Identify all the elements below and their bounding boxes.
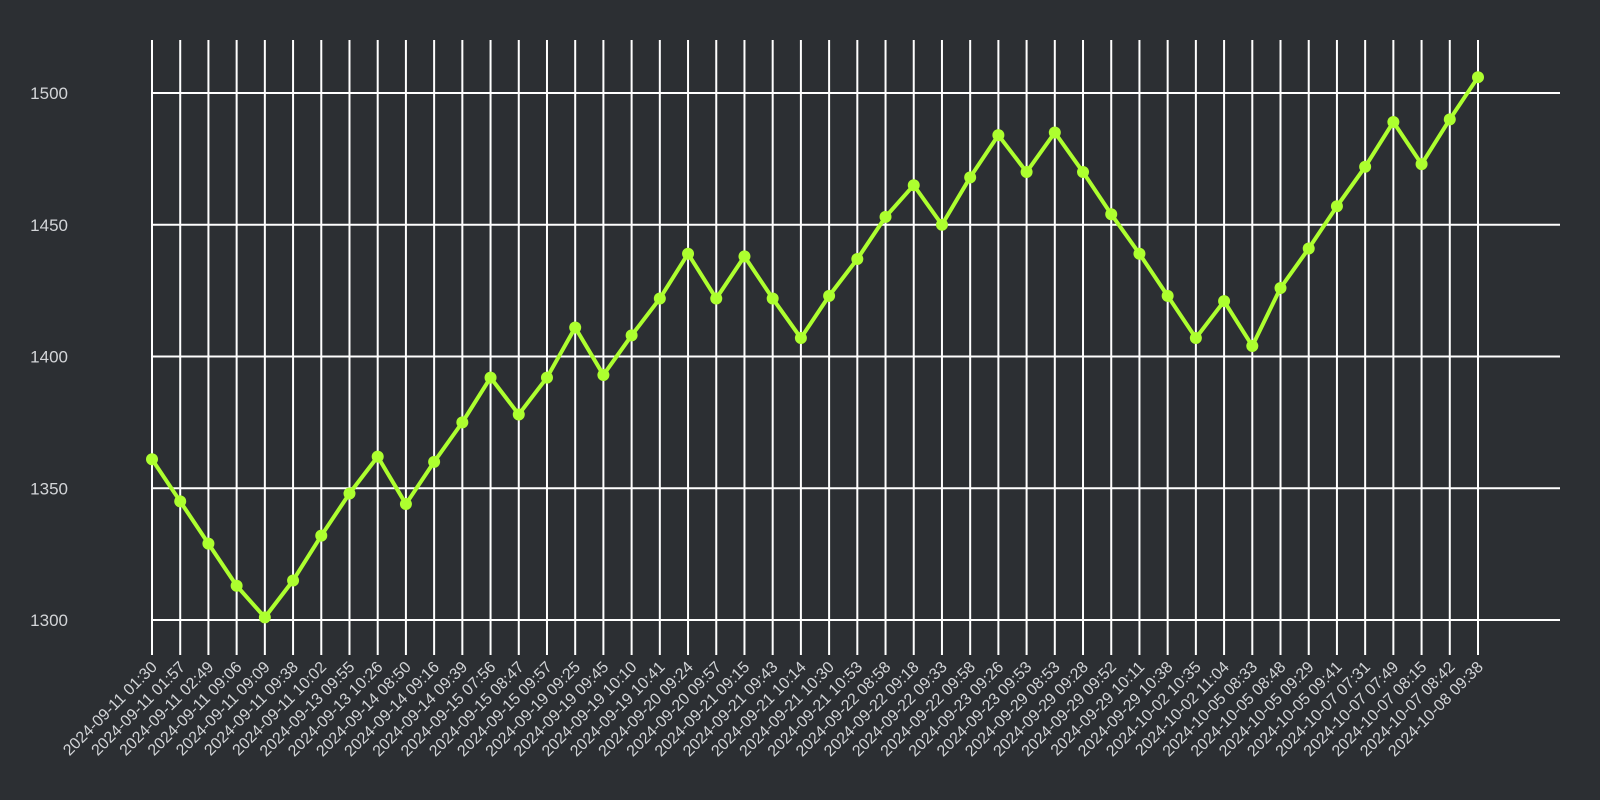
data-point [1218,295,1231,308]
data-point [1330,200,1343,213]
data-point [315,529,328,542]
data-point [1302,242,1315,255]
data-point [1105,208,1118,221]
data-point [1020,166,1033,179]
data-point [935,218,948,231]
data-point [287,574,300,587]
data-point [597,368,610,381]
data-point [512,408,525,421]
data-point [766,292,779,305]
data-point [1472,71,1484,84]
data-point [343,487,356,500]
data-point [851,253,864,266]
data-point [1443,113,1456,126]
y-tick-label: 1400 [30,348,68,367]
data-point [146,453,158,466]
data-point [399,498,412,511]
data-point [1274,281,1287,294]
y-axis-ticks: 1300 1350 1400 1450 1500 [30,84,68,630]
y-tick-label: 1300 [30,611,68,630]
data-point [1133,247,1146,260]
data-point [992,129,1005,142]
data-point [484,371,497,384]
data-point [1246,339,1259,352]
y-tick-label: 1500 [30,84,68,103]
y-grid [152,92,1560,621]
y-tick-label: 1350 [30,479,68,498]
data-point [371,450,384,463]
data-point [625,329,638,342]
data-point [1048,126,1061,139]
data-point [823,289,836,302]
data-point [456,416,469,429]
data-point [202,537,215,550]
data-point [879,210,892,223]
data-point [794,332,807,345]
x-grid [151,40,1479,655]
data-point [1077,166,1090,179]
data-point [1415,158,1428,171]
y-tick-label: 1450 [30,216,68,235]
data-point [1161,289,1174,302]
data-point [1387,115,1400,128]
series-line [150,75,1480,620]
data-point [1189,332,1202,345]
data-point [428,455,441,468]
data-point [230,579,243,592]
data-point [738,250,751,263]
data-point [174,495,187,508]
data-point [653,292,666,305]
data-point [569,321,582,334]
data-point [682,247,695,260]
data-points [146,71,1484,624]
data-point [964,171,977,184]
data-point [540,371,553,384]
data-point [258,611,271,624]
data-point [907,179,920,192]
data-point [710,292,723,305]
data-point [1359,160,1372,173]
